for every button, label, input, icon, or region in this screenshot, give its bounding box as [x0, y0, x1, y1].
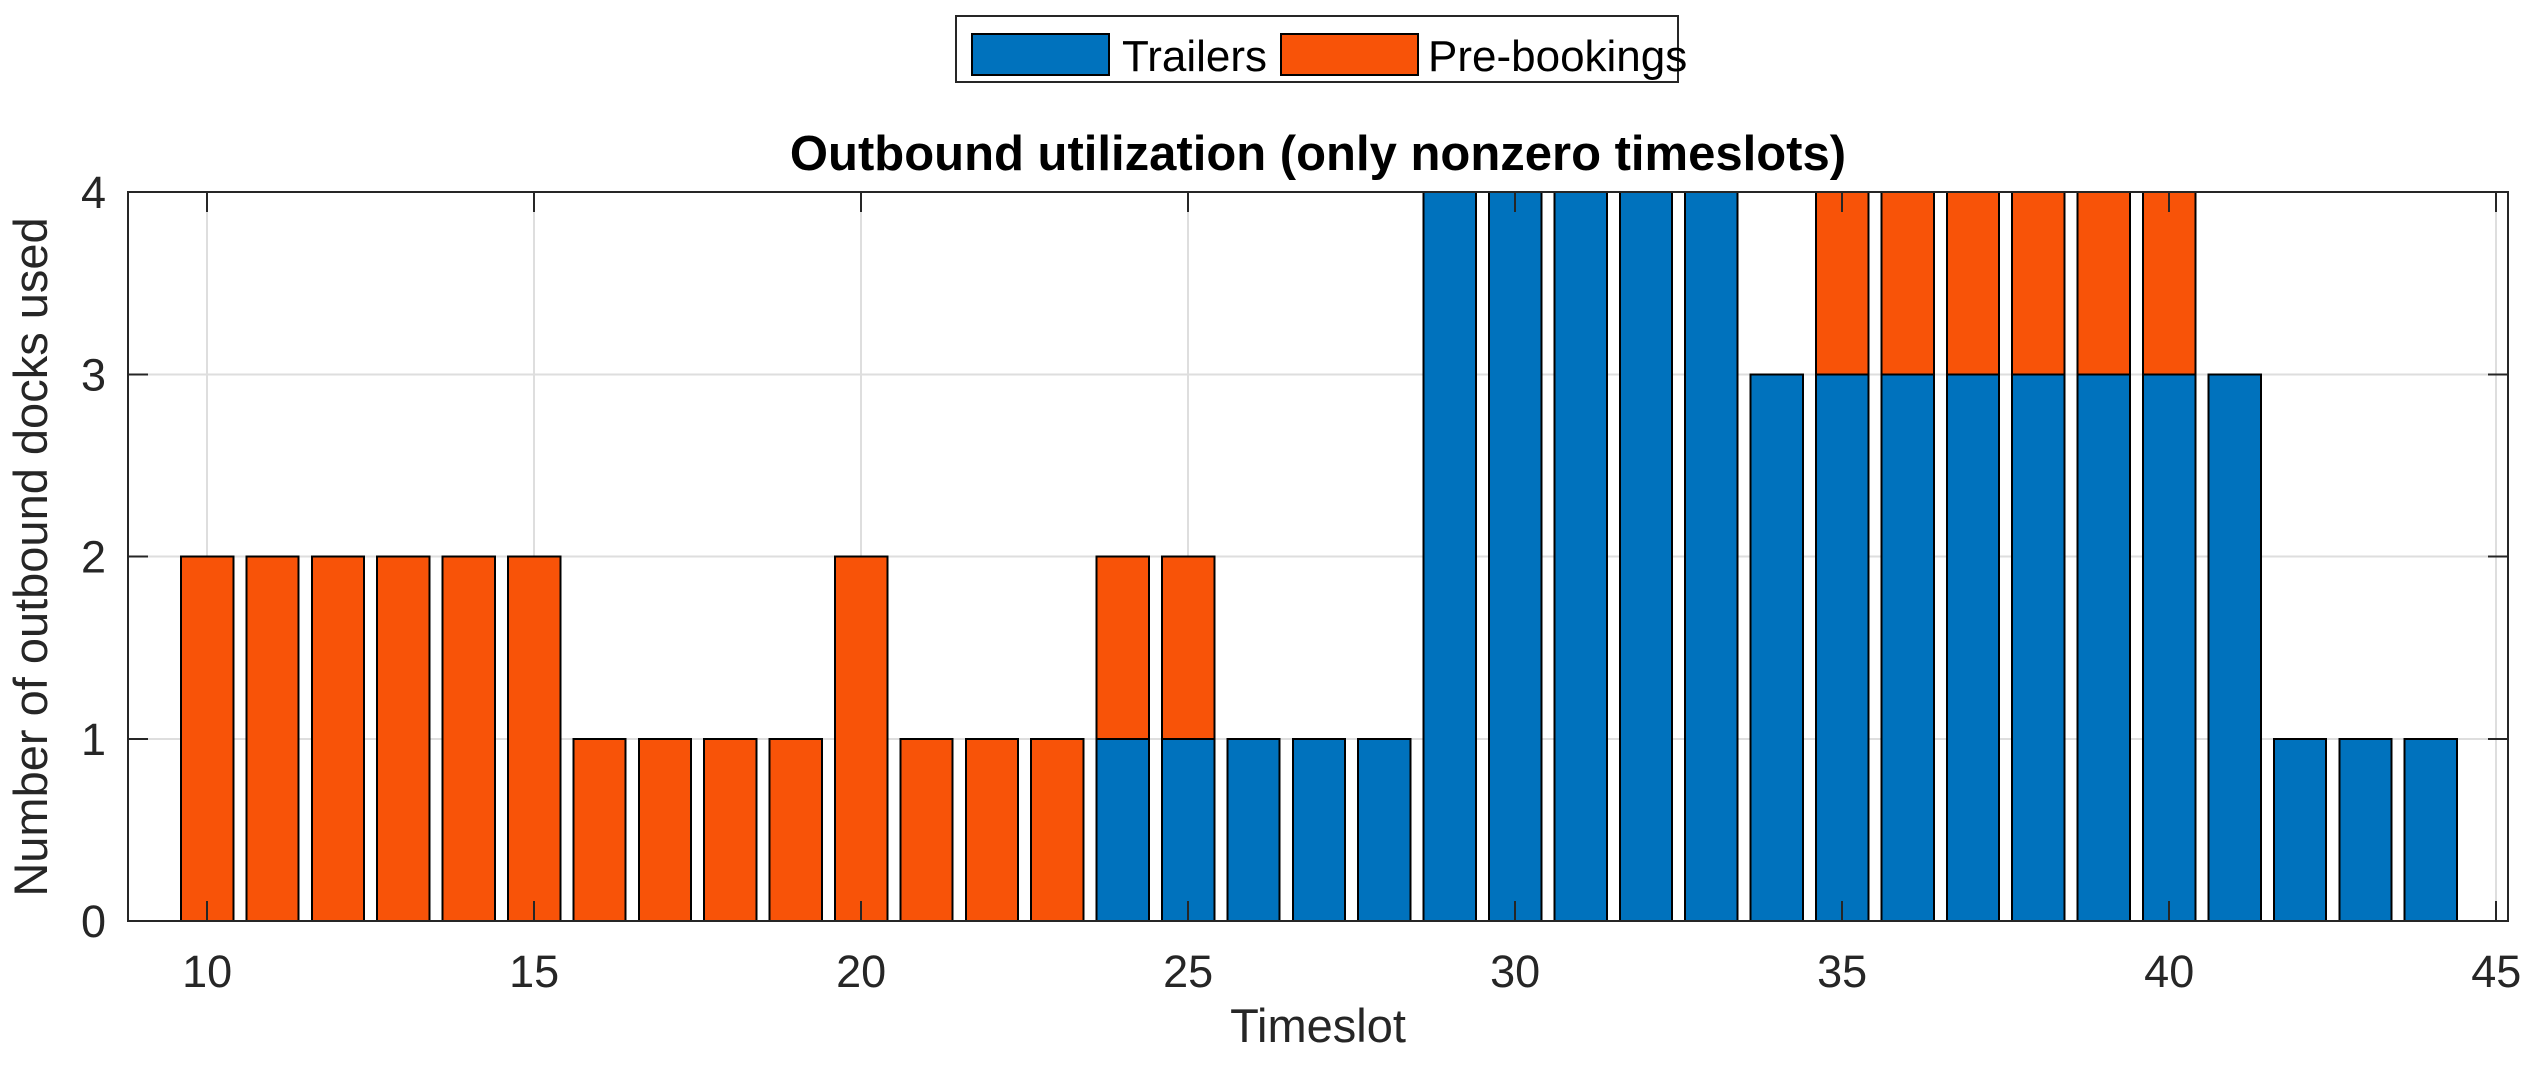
legend-swatch-trailers [971, 33, 1110, 76]
y-tick-label-4: 4 [81, 167, 106, 218]
bar-pre-bookings-10 [179, 555, 235, 922]
bar-pre-bookings-15 [506, 555, 562, 922]
chart-title: Outbound utilization (only nonzero times… [790, 127, 1846, 181]
bar-trailers-41 [2207, 373, 2262, 922]
bar-trailers-35 [1815, 373, 1870, 922]
bar-pre-bookings-18 [703, 737, 758, 922]
bar-trailers-28 [1357, 737, 1412, 922]
bar-pre-bookings-16 [572, 737, 627, 922]
bar-pre-bookings-20 [834, 555, 889, 922]
bar-trailers-44 [2403, 737, 2458, 922]
x-tick-label-10: 10 [182, 946, 232, 997]
bar-pre-bookings-12 [310, 555, 366, 922]
tick-labels: 10 15 20 25 30 35 40 45 0 1 2 3 4 [81, 167, 2521, 997]
bar-pre-bookings-24 [1095, 555, 1150, 740]
bar-pre-bookings-19 [768, 737, 823, 922]
bar-pre-bookings-23 [1030, 737, 1085, 922]
bar-trailers-31 [1553, 191, 1608, 922]
bar-pre-bookings-22 [964, 737, 1020, 922]
bar-trailers-40 [2142, 373, 2197, 922]
bar-trailers-36 [1880, 373, 1935, 922]
bar-trailers-27 [1291, 737, 1347, 922]
bar-trailers-32 [1618, 191, 1674, 922]
bar-trailers-33 [1684, 191, 1739, 922]
bar-pre-bookings-40 [2142, 191, 2197, 376]
bar-trailers-24 [1095, 737, 1150, 922]
y-tick-label-1: 1 [81, 714, 106, 765]
bar-trailers-25 [1161, 737, 1216, 922]
y-axis-label: Number of outbound docks used [4, 217, 57, 896]
bar-trailers-30 [1488, 191, 1543, 922]
bar-trailers-38 [2011, 373, 2066, 922]
bar-trailers-42 [2272, 737, 2328, 922]
bar-trailers-26 [1226, 737, 1281, 922]
bar-pre-bookings-14 [441, 555, 496, 922]
bar-pre-bookings-17 [637, 737, 693, 922]
bar-trailers-37 [1945, 373, 2001, 922]
y-tick-label-2: 2 [81, 532, 106, 583]
legend-swatch-prebookings [1280, 33, 1419, 76]
axes-layer [127, 191, 2509, 922]
legend: Trailers Pre-bookings [955, 15, 1687, 83]
x-tick-label-20: 20 [836, 946, 886, 997]
bar-trailers-39 [2076, 373, 2131, 922]
y-tick-label-3: 3 [81, 349, 106, 400]
legend-label-trailers: Trailers [1122, 32, 1267, 81]
bar-trailers-29 [1422, 191, 1477, 922]
bar-pre-bookings-37 [1945, 191, 2001, 376]
x-tick-label-25: 25 [1163, 946, 1213, 997]
bar-pre-bookings-13 [376, 555, 431, 922]
bar-pre-bookings-38 [2011, 191, 2066, 376]
bar-trailers-34 [1749, 373, 1804, 922]
bar-pre-bookings-11 [245, 555, 300, 922]
bar-pre-bookings-35 [1815, 191, 1870, 376]
x-tick-label-45: 45 [2471, 946, 2521, 997]
y-tick-label-0: 0 [81, 896, 106, 947]
bar-pre-bookings-36 [1880, 191, 1935, 376]
x-axis-label: Timeslot [1230, 999, 1406, 1052]
bar-pre-bookings-39 [2076, 191, 2131, 376]
legend-label-prebookings: Pre-bookings [1428, 32, 1687, 81]
bar-pre-bookings-21 [899, 737, 954, 922]
x-tick-label-30: 30 [1490, 946, 1540, 997]
x-tick-label-15: 15 [509, 946, 559, 997]
x-tick-label-35: 35 [1817, 946, 1867, 997]
bar-pre-bookings-25 [1161, 555, 1216, 740]
x-tick-label-40: 40 [2144, 946, 2194, 997]
bar-trailers-43 [2338, 737, 2393, 922]
